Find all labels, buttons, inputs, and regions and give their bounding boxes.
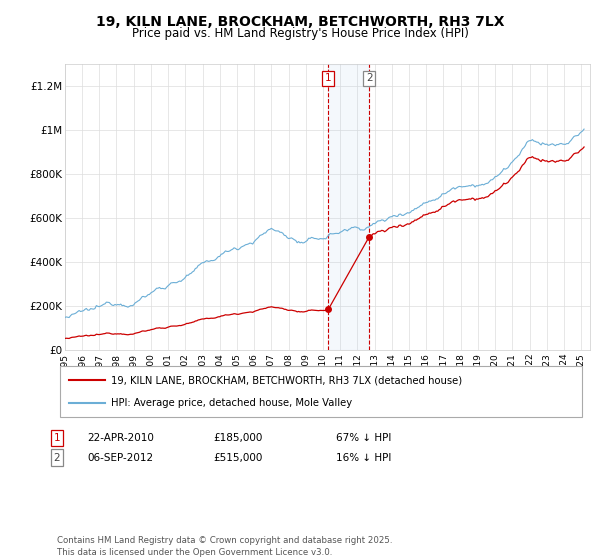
Text: HPI: Average price, detached house, Mole Valley: HPI: Average price, detached house, Mole… — [111, 398, 352, 408]
Text: 2: 2 — [53, 452, 61, 463]
Text: £185,000: £185,000 — [213, 433, 262, 443]
Text: 19, KILN LANE, BROCKHAM, BETCHWORTH, RH3 7LX: 19, KILN LANE, BROCKHAM, BETCHWORTH, RH3… — [96, 15, 504, 29]
Text: Contains HM Land Registry data © Crown copyright and database right 2025.
This d: Contains HM Land Registry data © Crown c… — [57, 536, 392, 557]
Text: 19, KILN LANE, BROCKHAM, BETCHWORTH, RH3 7LX (detached house): 19, KILN LANE, BROCKHAM, BETCHWORTH, RH3… — [111, 375, 462, 385]
Text: Price paid vs. HM Land Registry's House Price Index (HPI): Price paid vs. HM Land Registry's House … — [131, 27, 469, 40]
Bar — [328, 64, 369, 350]
Text: 2: 2 — [366, 73, 373, 83]
Text: 1: 1 — [325, 73, 332, 83]
Text: 1: 1 — [53, 433, 61, 443]
Text: 06-SEP-2012: 06-SEP-2012 — [87, 452, 153, 463]
Text: 16% ↓ HPI: 16% ↓ HPI — [336, 452, 391, 463]
Text: 22-APR-2010: 22-APR-2010 — [87, 433, 154, 443]
Text: 67% ↓ HPI: 67% ↓ HPI — [336, 433, 391, 443]
Text: £515,000: £515,000 — [213, 452, 262, 463]
